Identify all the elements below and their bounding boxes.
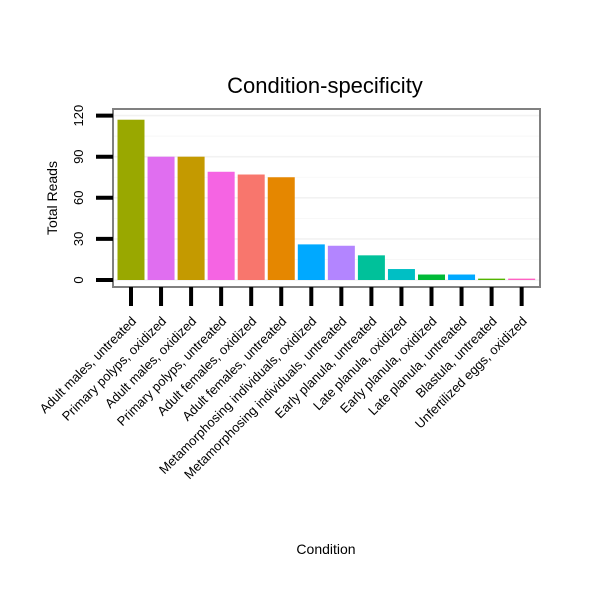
bar [297,244,325,280]
y-tick-label: 90 [71,149,86,163]
bar [267,177,295,280]
bar [117,119,145,281]
chart-title: Condition-specificity [227,73,423,98]
bar [207,171,235,280]
y-tick-label: 60 [71,191,86,205]
bar [357,255,385,280]
bars [117,119,536,281]
bar [448,274,476,280]
gridlines [113,114,540,281]
bar [418,274,445,280]
x-axis-label: Condition [296,541,355,557]
bar [327,245,355,280]
bar [177,156,205,280]
bar [508,278,536,280]
y-tick-label: 0 [71,276,86,283]
bar [387,269,415,280]
bar [478,278,506,280]
y-tick-label: 120 [71,105,86,127]
bar [147,156,175,280]
y-axis-label: Total Reads [44,161,60,235]
y-axis: 0 30 60 90 120 [71,105,113,284]
y-tick-label: 30 [71,232,86,246]
bar [237,174,265,280]
